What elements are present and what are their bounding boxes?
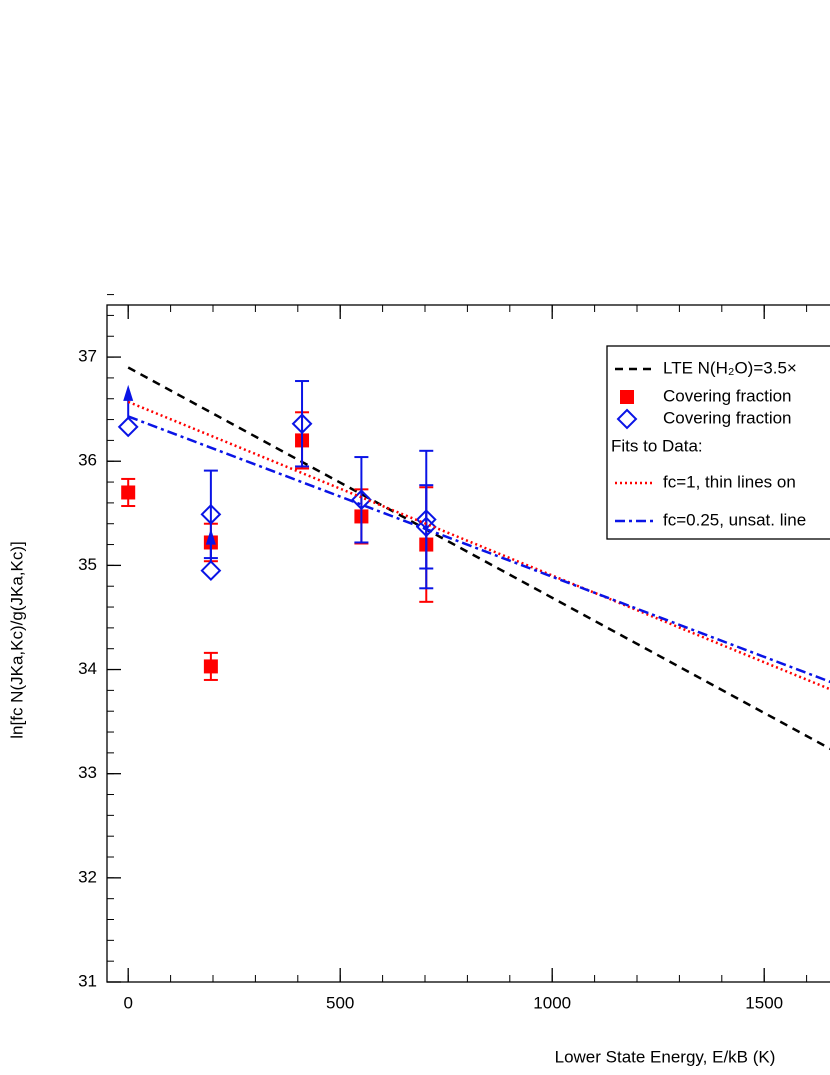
x-tick-label: 1500 <box>745 993 783 1012</box>
x-tick-label: 1000 <box>533 993 571 1012</box>
marker <box>350 489 372 511</box>
legend-swatch <box>616 408 638 430</box>
x-tick-label: 0 <box>123 993 132 1012</box>
marker <box>291 413 313 435</box>
legend-label: fc=0.25, unsat. line <box>663 510 806 529</box>
x-tick-label: 500 <box>326 993 354 1012</box>
y-tick-label: 33 <box>78 763 97 782</box>
marker <box>200 503 222 525</box>
y-axis-label: ln[fc N(JKa,Kc)/g(JKa,Kc)] <box>7 541 26 738</box>
y-tick-label: 31 <box>78 971 97 990</box>
plot-frame <box>106 304 830 983</box>
legend-label: LTE N(H₂O)=3.5× <box>663 358 797 377</box>
legend-label: Covering fraction <box>663 408 792 427</box>
legend-swatch <box>620 390 634 404</box>
fit-line <box>127 415 830 684</box>
marker <box>117 416 139 438</box>
y-tick-label: 34 <box>78 659 97 678</box>
y-tick-label: 32 <box>78 867 97 886</box>
marker <box>415 516 437 538</box>
y-tick-label: 35 <box>78 555 97 574</box>
y-tick-label: 36 <box>78 451 97 470</box>
marker <box>203 659 218 674</box>
legend: LTE N(H₂O)=3.5× Covering fraction Covering… <box>606 345 830 540</box>
y-tick-label: 37 <box>78 347 97 366</box>
legend-box <box>606 345 830 540</box>
legend-label: Covering fraction <box>663 386 792 405</box>
limit-arrow-head <box>205 528 216 545</box>
legend-label: fc=1, thin lines on <box>663 472 796 491</box>
limit-arrow-head <box>123 384 134 401</box>
x-axis-label: Lower State Energy, E/kB (K) <box>555 1047 776 1066</box>
fit-line <box>127 366 830 751</box>
legend-heading: Fits to Data: <box>611 436 703 455</box>
marker <box>200 560 222 582</box>
marker <box>121 485 136 500</box>
